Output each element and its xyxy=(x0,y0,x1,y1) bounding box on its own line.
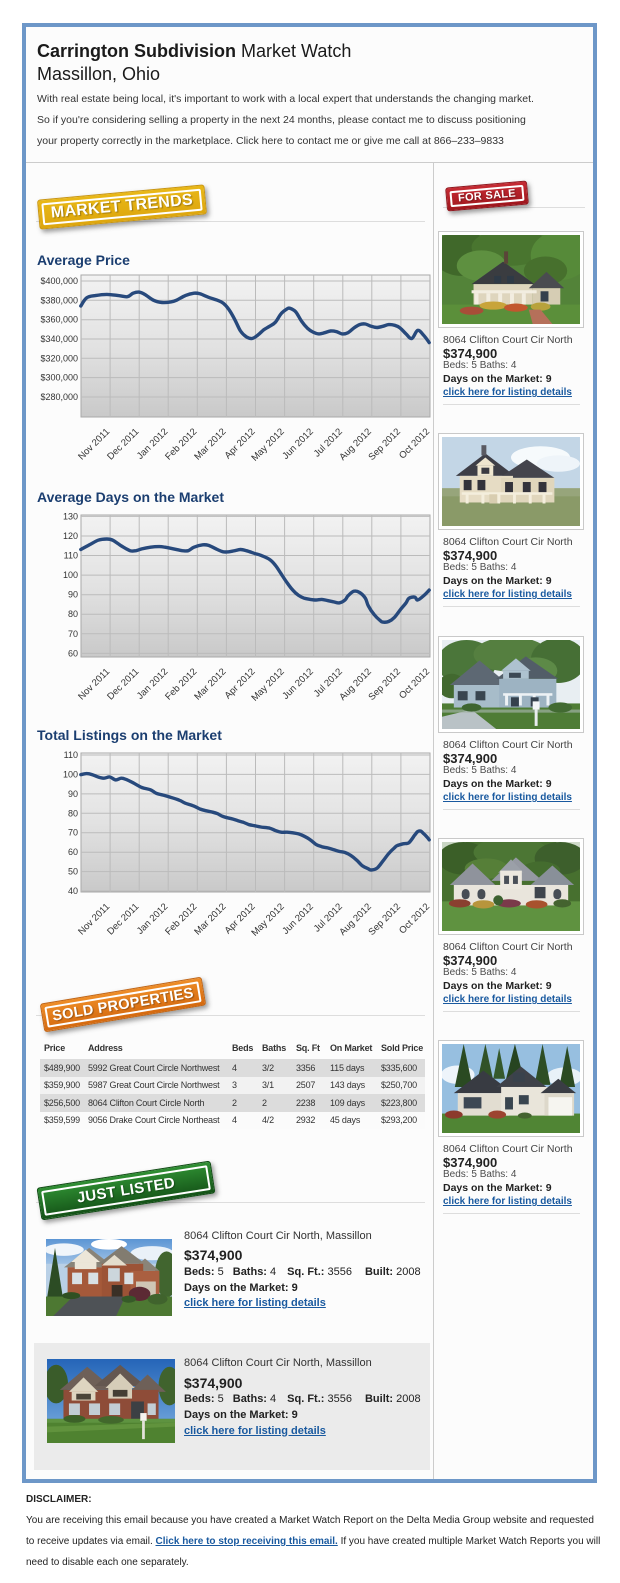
svg-text:90: 90 xyxy=(68,590,78,600)
svg-text:110: 110 xyxy=(64,551,78,561)
svg-text:$380,000: $380,000 xyxy=(40,295,78,305)
svg-text:Sep 2012: Sep 2012 xyxy=(366,901,403,938)
svg-text:100: 100 xyxy=(63,570,78,580)
svg-text:Dec 2011: Dec 2011 xyxy=(105,666,141,702)
svg-text:90: 90 xyxy=(68,789,78,799)
svg-text:80: 80 xyxy=(68,808,78,818)
svg-text:Oct 2012: Oct 2012 xyxy=(397,901,432,936)
svg-text:100: 100 xyxy=(63,769,78,779)
svg-text:Mar 2012: Mar 2012 xyxy=(192,666,228,702)
svg-text:70: 70 xyxy=(68,629,78,639)
svg-text:70: 70 xyxy=(68,828,78,838)
svg-text:$320,000: $320,000 xyxy=(40,353,78,363)
svg-text:Oct 2012: Oct 2012 xyxy=(397,426,432,461)
svg-text:Jun 2012: Jun 2012 xyxy=(280,901,315,936)
svg-text:130: 130 xyxy=(63,511,78,521)
svg-text:40: 40 xyxy=(68,886,78,896)
svg-text:Dec 2011: Dec 2011 xyxy=(105,901,141,937)
svg-text:120: 120 xyxy=(63,531,78,541)
svg-text:80: 80 xyxy=(68,609,78,619)
svg-text:$280,000: $280,000 xyxy=(40,392,78,402)
svg-text:50: 50 xyxy=(68,867,78,877)
svg-text:Oct 2012: Oct 2012 xyxy=(397,666,432,701)
svg-text:Mar 2012: Mar 2012 xyxy=(192,426,228,462)
svg-text:$400,000: $400,000 xyxy=(40,276,78,286)
svg-text:$300,000: $300,000 xyxy=(40,373,78,383)
svg-text:Jun 2012: Jun 2012 xyxy=(280,666,315,701)
svg-text:Sep 2012: Sep 2012 xyxy=(366,666,403,703)
svg-text:60: 60 xyxy=(68,847,78,857)
svg-text:Jun 2012: Jun 2012 xyxy=(280,426,315,461)
svg-text:Dec 2011: Dec 2011 xyxy=(105,426,141,462)
svg-text:Sep 2012: Sep 2012 xyxy=(366,426,403,463)
svg-text:$360,000: $360,000 xyxy=(40,315,78,325)
svg-text:$340,000: $340,000 xyxy=(40,334,78,344)
svg-text:110: 110 xyxy=(64,750,78,760)
svg-text:Mar 2012: Mar 2012 xyxy=(192,901,228,937)
svg-text:60: 60 xyxy=(68,648,78,658)
